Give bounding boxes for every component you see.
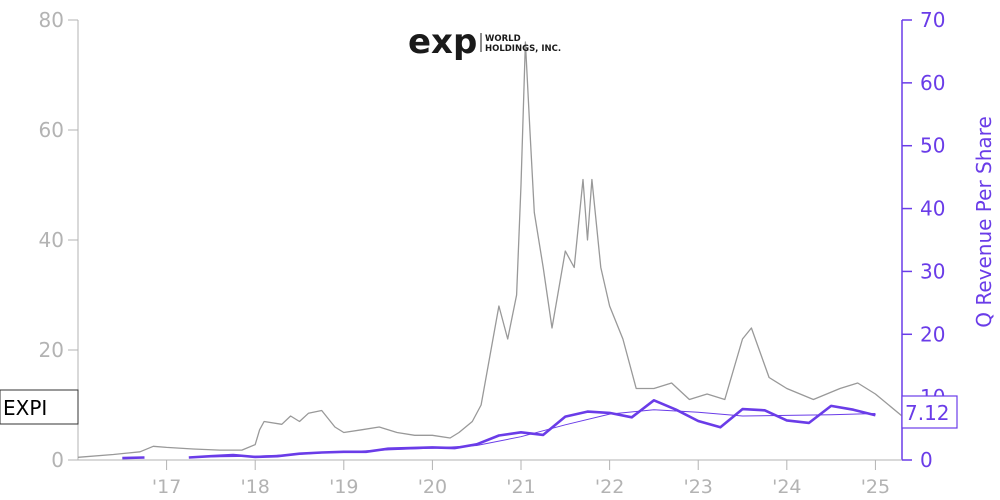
x-tick-label: '18 xyxy=(241,476,270,498)
revenue-series-line xyxy=(122,398,876,460)
right-tick-label: 50 xyxy=(920,134,945,158)
x-tick-label: '17 xyxy=(152,476,181,498)
company-logo: exp WORLD HOLDINGS, INC. xyxy=(408,22,561,62)
x-tick-label: '22 xyxy=(595,476,624,498)
left-tick-label: 60 xyxy=(39,118,64,142)
logo-mark: exp xyxy=(408,22,477,62)
right-tick-label: 40 xyxy=(920,197,945,221)
revenue-segment-1 xyxy=(122,456,145,460)
logo-line-2: HOLDINGS, INC. xyxy=(485,44,561,54)
right-tick-label: 30 xyxy=(920,259,945,283)
ticker-label-box: EXPI xyxy=(0,389,79,425)
x-tick-label: '23 xyxy=(684,476,713,498)
last-value-label: 7.12 xyxy=(905,401,950,425)
left-tick-label: 40 xyxy=(39,228,64,252)
right-tick-label: 60 xyxy=(920,71,945,95)
logo-line-1: WORLD xyxy=(485,34,521,44)
price-series-line xyxy=(77,41,903,458)
x-tick-label: '24 xyxy=(772,476,801,498)
x-tick-label: '19 xyxy=(329,476,358,498)
right-tick-label: 70 xyxy=(920,8,945,32)
left-tick-label: 80 xyxy=(39,8,64,32)
x-tick-label: '21 xyxy=(506,476,535,498)
last-value-box: 7.12 xyxy=(901,395,958,429)
left-axis-ticks: 0 20 40 60 80 xyxy=(39,8,78,472)
right-tick-label: 0 xyxy=(920,448,933,472)
right-tick-label: 20 xyxy=(920,322,945,346)
x-axis-ticks: '17 '18 '19 '20 '21 '22 '23 '24 '25 xyxy=(152,460,890,498)
x-tick-label: '25 xyxy=(861,476,890,498)
left-tick-label: 0 xyxy=(51,448,64,472)
revenue-segment-2 xyxy=(188,398,876,459)
ticker-label: EXPI xyxy=(3,396,47,420)
x-tick-label: '20 xyxy=(418,476,447,498)
left-tick-label: 20 xyxy=(39,338,64,362)
right-axis-label: Q Revenue Per Share xyxy=(972,116,996,328)
